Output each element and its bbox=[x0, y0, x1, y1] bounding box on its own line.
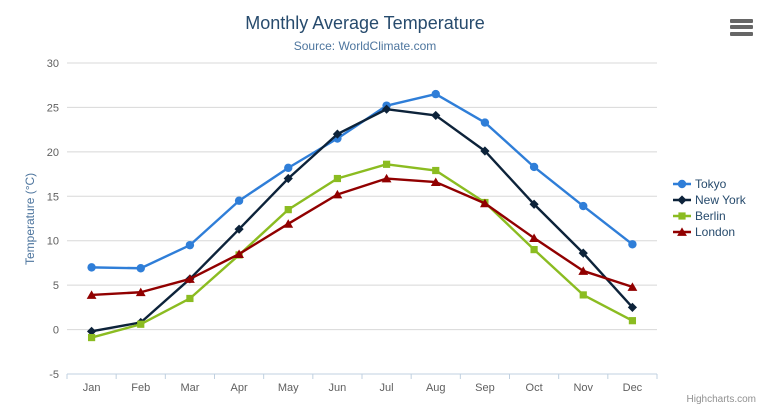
hamburger-icon-bar bbox=[730, 31, 753, 36]
data-point-marker-tokyo[interactable] bbox=[284, 163, 293, 173]
series-new-york bbox=[86, 104, 638, 336]
x-axis-label: Jan bbox=[83, 382, 101, 394]
series-line-berlin bbox=[90, 163, 634, 339]
y-axis-label: 20 bbox=[47, 147, 59, 159]
legend-marker-shape bbox=[677, 227, 687, 236]
context-menu-button[interactable] bbox=[728, 15, 756, 39]
data-point-marker-berlin[interactable] bbox=[628, 317, 637, 325]
data-point-marker-tokyo[interactable] bbox=[529, 162, 539, 172]
data-point-marker-tokyo[interactable] bbox=[234, 196, 244, 205]
series-tokyo bbox=[87, 89, 637, 273]
data-point-marker-new-york[interactable] bbox=[431, 110, 441, 121]
chart-title: Monthly Average Temperature bbox=[245, 13, 485, 33]
legend-marker-shape bbox=[678, 212, 686, 220]
data-point-marker-tokyo[interactable] bbox=[579, 201, 588, 211]
data-point-marker-london[interactable] bbox=[480, 198, 490, 208]
data-point-marker-new-york[interactable] bbox=[529, 199, 539, 209]
data-point-marker-tokyo[interactable] bbox=[87, 263, 96, 272]
data-point-marker-new-york[interactable] bbox=[480, 146, 490, 156]
legend-item-label: Berlin bbox=[695, 209, 726, 223]
data-point-marker-berlin[interactable] bbox=[186, 294, 194, 303]
x-axis-label: Sep bbox=[475, 382, 495, 394]
series-berlin bbox=[87, 160, 637, 342]
data-point-marker-berlin[interactable] bbox=[432, 166, 440, 175]
legend-marker-shape bbox=[677, 179, 687, 189]
data-point-marker-london[interactable] bbox=[381, 173, 392, 183]
legend-marker-triangle-icon bbox=[673, 227, 691, 236]
series-line-tokyo bbox=[90, 92, 634, 270]
data-point-marker-new-york[interactable] bbox=[381, 104, 392, 114]
y-axis-label: 15 bbox=[47, 191, 59, 203]
y-axis-label: 5 bbox=[53, 280, 59, 292]
data-point-marker-new-york[interactable] bbox=[332, 129, 343, 139]
data-point-marker-new-york[interactable] bbox=[234, 224, 244, 234]
data-point-marker-london[interactable] bbox=[627, 282, 638, 291]
legend-item-label: Tokyo bbox=[695, 177, 727, 191]
data-point-marker-london[interactable] bbox=[529, 233, 539, 242]
hamburger-icon bbox=[730, 18, 754, 36]
data-point-marker-new-york[interactable] bbox=[283, 173, 293, 184]
data-point-marker-london[interactable] bbox=[135, 287, 146, 297]
data-point-marker-london[interactable] bbox=[86, 290, 97, 299]
data-point-marker-berlin[interactable] bbox=[579, 291, 587, 299]
data-point-marker-new-york[interactable] bbox=[578, 248, 588, 258]
data-point-marker-tokyo[interactable] bbox=[136, 264, 145, 273]
y-axis-label: 0 bbox=[53, 325, 59, 337]
data-point-marker-berlin[interactable] bbox=[137, 320, 145, 328]
x-axis-label: Mar bbox=[180, 382, 199, 394]
series-line-new-york bbox=[90, 108, 634, 333]
data-point-marker-tokyo[interactable] bbox=[185, 240, 195, 250]
x-axis-label: Dec bbox=[623, 382, 643, 394]
data-point-marker-new-york[interactable] bbox=[627, 302, 638, 312]
data-point-marker-berlin[interactable] bbox=[284, 206, 292, 214]
y-axis-label: 30 bbox=[47, 58, 59, 70]
data-point-marker-london[interactable] bbox=[283, 219, 294, 228]
chart-subtitle: Source: WorldClimate.com bbox=[293, 39, 437, 53]
x-axis-label: Aug bbox=[426, 382, 446, 394]
y-axis-label: -5 bbox=[49, 369, 59, 381]
x-axis-label: Nov bbox=[573, 382, 593, 394]
legend-item-new-york[interactable]: New York bbox=[672, 192, 746, 208]
y-axis-label: 25 bbox=[47, 102, 59, 114]
series-london bbox=[86, 173, 638, 299]
data-point-marker-new-york[interactable] bbox=[86, 326, 97, 336]
highcharts-credit[interactable]: Highcharts.com bbox=[686, 394, 756, 405]
y-axis-title: Temperature (°C) bbox=[23, 172, 37, 265]
data-point-marker-london[interactable] bbox=[332, 189, 343, 199]
data-point-marker-tokyo[interactable] bbox=[480, 118, 490, 127]
data-point-marker-berlin[interactable] bbox=[87, 333, 96, 342]
x-axis-label: Feb bbox=[131, 382, 150, 394]
data-point-marker-berlin[interactable] bbox=[382, 160, 391, 168]
x-axis-label: Jun bbox=[329, 382, 347, 394]
legend-item-berlin[interactable]: Berlin bbox=[672, 208, 746, 224]
x-axis-label: May bbox=[278, 382, 299, 394]
legend-item-label: New York bbox=[695, 193, 746, 207]
series-line-london bbox=[90, 177, 634, 297]
x-axis-label: Apr bbox=[231, 382, 248, 394]
legend-marker-circle-icon bbox=[673, 179, 691, 189]
x-axis-label: Jul bbox=[380, 382, 394, 394]
x-axis-label: Oct bbox=[526, 382, 543, 394]
data-point-marker-london[interactable] bbox=[578, 266, 589, 275]
legend-marker-diamond-icon bbox=[673, 195, 691, 205]
data-point-marker-london[interactable] bbox=[185, 274, 195, 283]
data-point-marker-berlin[interactable] bbox=[333, 174, 342, 183]
data-point-marker-london[interactable] bbox=[430, 177, 441, 186]
legend: Tokyo New York Berlin London bbox=[672, 176, 746, 240]
legend-item-london[interactable]: London bbox=[672, 224, 746, 240]
data-point-marker-london[interactable] bbox=[234, 249, 244, 258]
legend-item-tokyo[interactable]: Tokyo bbox=[672, 176, 746, 192]
legend-item-label: London bbox=[695, 225, 736, 239]
hamburger-icon-bar bbox=[730, 18, 753, 23]
y-axis-label: 10 bbox=[47, 236, 59, 248]
legend-marker-square-icon bbox=[673, 212, 691, 220]
data-point-marker-berlin[interactable] bbox=[530, 246, 538, 254]
data-point-marker-tokyo[interactable] bbox=[431, 89, 440, 99]
hamburger-icon-bar bbox=[730, 25, 753, 29]
data-point-marker-tokyo[interactable] bbox=[628, 240, 637, 249]
legend-marker-shape bbox=[677, 195, 687, 205]
